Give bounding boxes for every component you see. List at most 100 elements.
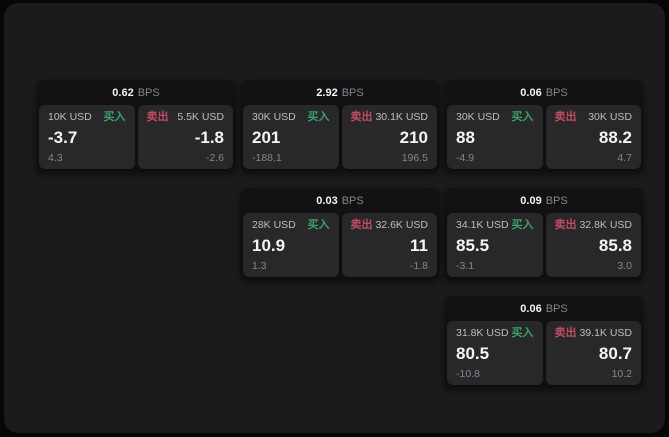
sell-delta-value: -2.6 (205, 151, 224, 164)
sell-side-label: 卖出 (350, 111, 373, 123)
quote-card-body: 28K USD 买入 10.9 1.3 卖出 32.6K USD 11 -1.8 (240, 213, 440, 280)
sell-side-label: 卖出 (554, 327, 577, 339)
sell-delta-value: 10.2 (611, 367, 632, 380)
quote-card-body: 34.1K USD 买入 85.5 -3.1 卖出 32.8K USD 85.8… (444, 213, 644, 280)
bps-value: 0.62 (112, 86, 134, 99)
buy-size-label: 28K USD (252, 219, 296, 232)
sell-tile-top-row: 卖出 39.1K USD (555, 328, 633, 339)
bps-unit-label: BPS (545, 302, 568, 315)
sell-size-label: 5.5K USD (177, 111, 224, 124)
buy-side-label: 买入 (511, 111, 534, 123)
bps-unit-label: BPS (545, 194, 568, 207)
sell-size-label: 32.8K USD (579, 219, 632, 232)
buy-quote-tile[interactable]: 28K USD 买入 10.9 1.3 (243, 213, 339, 277)
bps-unit-label: BPS (341, 86, 364, 99)
sell-price-value: 88.2 (598, 128, 632, 148)
quote-card: 2.92 BPS 30K USD 买入 201 -188.1 卖出 30.1K … (240, 80, 440, 172)
bps-header: 0.06 BPS (444, 296, 644, 321)
buy-tile-top-row: 30K USD 买入 (456, 112, 534, 123)
sell-side-label: 卖出 (554, 219, 577, 231)
sell-quote-tile[interactable]: 卖出 32.8K USD 85.8 3.0 (545, 213, 641, 277)
buy-price-value: 10.9 (252, 236, 286, 256)
quote-card: 0.06 BPS 31.8K USD 买入 80.5 -10.8 卖出 39.1… (444, 296, 644, 388)
quote-card: 0.06 BPS 30K USD 买入 88 -4.9 卖出 30K USD 8… (444, 80, 644, 172)
buy-tile-top-row: 31.8K USD 买入 (456, 328, 534, 339)
buy-quote-tile[interactable]: 31.8K USD 买入 80.5 -10.8 (447, 321, 543, 385)
sell-delta-value: 4.7 (617, 151, 632, 164)
sell-price-value: 85.8 (598, 236, 632, 256)
sell-size-label: 30.1K USD (375, 111, 428, 124)
sell-quote-tile[interactable]: 卖出 32.6K USD 11 -1.8 (341, 213, 437, 277)
sell-price-value: -1.8 (194, 128, 224, 148)
bps-value: 0.03 (316, 194, 338, 207)
bps-value: 0.06 (520, 302, 542, 315)
sell-delta-value: 3.0 (617, 259, 632, 272)
buy-quote-tile[interactable]: 34.1K USD 买入 85.5 -3.1 (447, 213, 543, 277)
bps-header: 0.06 BPS (444, 80, 644, 105)
buy-delta-value: -4.9 (456, 151, 475, 164)
buy-size-label: 30K USD (456, 111, 500, 124)
sell-tile-top-row: 卖出 32.6K USD (351, 220, 429, 231)
sell-tile-top-row: 卖出 30K USD (555, 112, 633, 123)
buy-size-label: 34.1K USD (456, 219, 509, 232)
buy-quote-tile[interactable]: 10K USD 买入 -3.7 4.3 (39, 105, 135, 169)
buy-size-label: 30K USD (252, 111, 296, 124)
buy-tile-top-row: 28K USD 买入 (252, 220, 330, 231)
quote-card-body: 31.8K USD 买入 80.5 -10.8 卖出 39.1K USD 80.… (444, 321, 644, 388)
bps-header: 2.92 BPS (240, 80, 440, 105)
buy-price-value: -3.7 (48, 128, 78, 148)
buy-price-value: 201 (252, 128, 281, 148)
sell-side-label: 卖出 (554, 111, 577, 123)
buy-delta-value: -10.8 (456, 367, 480, 380)
bps-value: 0.06 (520, 86, 542, 99)
bps-unit-label: BPS (341, 194, 364, 207)
quote-card-body: 10K USD 买入 -3.7 4.3 卖出 5.5K USD -1.8 -2.… (36, 105, 236, 172)
sell-price-value: 80.7 (598, 344, 632, 364)
sell-tile-top-row: 卖出 30.1K USD (351, 112, 429, 123)
sell-quote-tile[interactable]: 卖出 5.5K USD -1.8 -2.6 (137, 105, 233, 169)
buy-delta-value: 4.3 (48, 151, 63, 164)
sell-size-label: 30K USD (588, 111, 632, 124)
buy-side-label: 买入 (511, 327, 534, 339)
cards-grid: 0.62 BPS 10K USD 买入 -3.7 4.3 卖出 5.5K USD… (36, 80, 644, 388)
buy-side-label: 买入 (307, 219, 330, 231)
buy-side-label: 买入 (307, 111, 330, 123)
buy-tile-top-row: 30K USD 买入 (252, 112, 330, 123)
buy-side-label: 买入 (511, 219, 534, 231)
sell-side-label: 卖出 (350, 219, 373, 231)
sell-tile-top-row: 卖出 5.5K USD (147, 112, 225, 123)
quote-card: 0.09 BPS 34.1K USD 买入 85.5 -3.1 卖出 32.8K… (444, 188, 644, 280)
buy-price-value: 88 (456, 128, 475, 148)
bps-unit-label: BPS (137, 86, 160, 99)
sell-size-label: 39.1K USD (579, 327, 632, 340)
bps-header: 0.03 BPS (240, 188, 440, 213)
buy-delta-value: -188.1 (252, 151, 282, 164)
quote-card-body: 30K USD 买入 201 -188.1 卖出 30.1K USD 210 1… (240, 105, 440, 172)
buy-size-label: 31.8K USD (456, 327, 509, 340)
sell-delta-value: -1.8 (409, 259, 428, 272)
bps-unit-label: BPS (545, 86, 568, 99)
bps-value: 0.09 (520, 194, 542, 207)
sell-size-label: 32.6K USD (375, 219, 428, 232)
bps-value: 2.92 (316, 86, 338, 99)
buy-quote-tile[interactable]: 30K USD 买入 201 -188.1 (243, 105, 339, 169)
buy-tile-top-row: 10K USD 买入 (48, 112, 126, 123)
sell-quote-tile[interactable]: 卖出 30.1K USD 210 196.5 (341, 105, 437, 169)
buy-tile-top-row: 34.1K USD 买入 (456, 220, 534, 231)
sell-delta-value: 196.5 (401, 151, 428, 164)
buy-delta-value: 1.3 (252, 259, 267, 272)
sell-quote-tile[interactable]: 卖出 39.1K USD 80.7 10.2 (545, 321, 641, 385)
bps-header: 0.09 BPS (444, 188, 644, 213)
sell-price-value: 210 (399, 128, 428, 148)
buy-price-value: 85.5 (456, 236, 490, 256)
sell-tile-top-row: 卖出 32.8K USD (555, 220, 633, 231)
quote-card: 0.62 BPS 10K USD 买入 -3.7 4.3 卖出 5.5K USD… (36, 80, 236, 172)
buy-size-label: 10K USD (48, 111, 92, 124)
buy-price-value: 80.5 (456, 344, 490, 364)
sell-quote-tile[interactable]: 卖出 30K USD 88.2 4.7 (545, 105, 641, 169)
buy-delta-value: -3.1 (456, 259, 475, 272)
quote-card-body: 30K USD 买入 88 -4.9 卖出 30K USD 88.2 4.7 (444, 105, 644, 172)
buy-quote-tile[interactable]: 30K USD 买入 88 -4.9 (447, 105, 543, 169)
buy-side-label: 买入 (103, 111, 126, 123)
sell-price-value: 11 (410, 236, 428, 256)
